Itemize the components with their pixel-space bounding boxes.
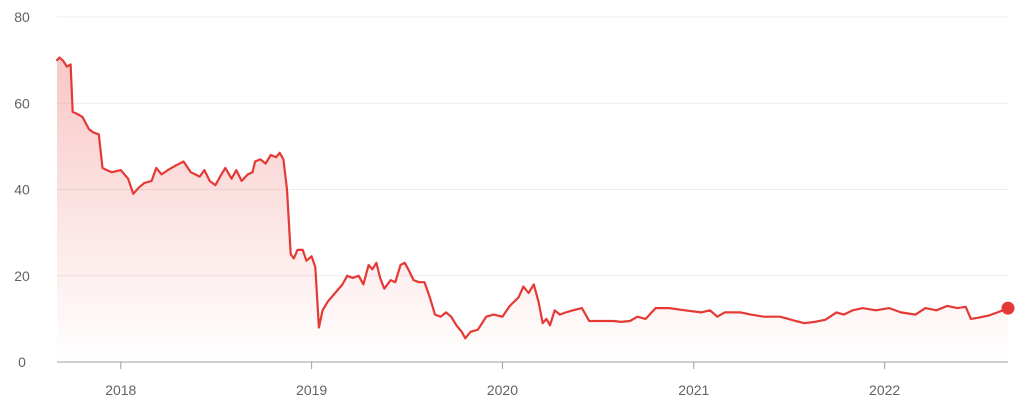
x-axis-ticks: 2018 2019 2020 2021 2022 (105, 362, 900, 398)
series-line-layer (55, 56, 1010, 340)
x-tick-label: 2018 (105, 382, 136, 398)
y-tick-label: 80 (14, 9, 30, 25)
x-tick-label: 2021 (678, 382, 709, 398)
y-tick-label: 0 (18, 354, 26, 370)
series-area-fill (57, 57, 1008, 362)
y-tick-label: 40 (14, 182, 30, 198)
x-tick-label: 2020 (487, 382, 518, 398)
y-tick-label: 20 (14, 268, 30, 284)
latest-value-marker (1001, 301, 1015, 315)
end-marker-layer (1001, 301, 1015, 315)
x-tick-label: 2019 (296, 382, 327, 398)
y-tick-label: 60 (14, 95, 30, 111)
y-axis-tick-labels: 0 20 40 60 80 (14, 9, 30, 370)
x-tick-label: 2022 (869, 382, 900, 398)
series-area (57, 57, 1008, 362)
series-line (55, 56, 1010, 340)
